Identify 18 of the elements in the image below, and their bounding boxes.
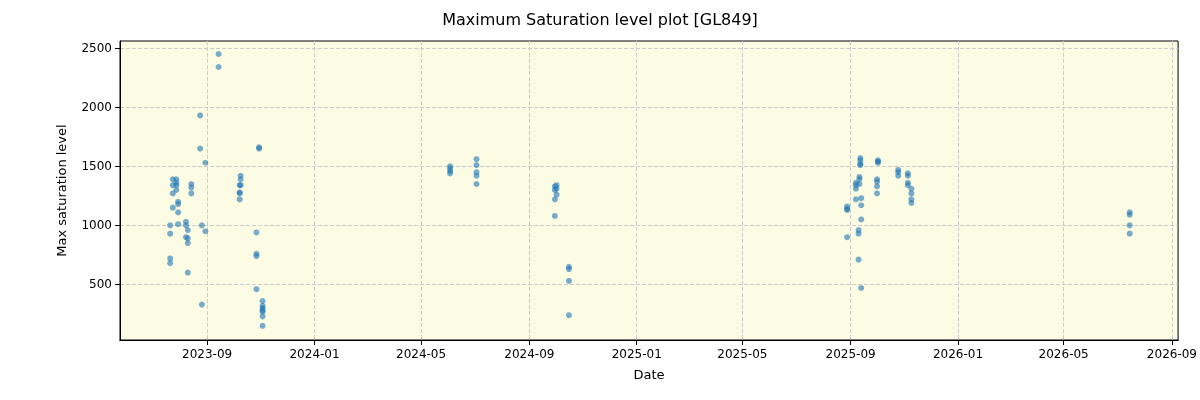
- x-tick-label: 2026-09: [1146, 347, 1197, 361]
- y-tick-label: 1500: [81, 159, 112, 174]
- x-tick-label: 2026-01: [932, 347, 984, 361]
- y-tick-label: 2000: [81, 100, 112, 115]
- x-tick-label: 2025-09: [825, 347, 876, 361]
- x-axis-title: Date: [633, 367, 665, 382]
- chart-title: Maximum Saturation level plot [GL849]: [442, 9, 758, 29]
- x-tick-label: 2024-01: [289, 347, 340, 361]
- x-tick-label: 2024-09: [504, 347, 555, 361]
- x-tick-label: 2025-05: [717, 347, 768, 361]
- x-tick-label: 2023-09: [182, 347, 233, 361]
- x-tick-label: 2026-05: [1038, 347, 1089, 361]
- x-tick-label: 2024-05: [395, 347, 447, 361]
- x-tick-label: 2025-01: [611, 347, 662, 361]
- y-tick-label: 500: [89, 277, 112, 292]
- y-tick-label: 1000: [81, 218, 112, 233]
- y-axis-title: Max saturation level: [54, 124, 69, 257]
- y-tick-label: 2500: [81, 41, 112, 56]
